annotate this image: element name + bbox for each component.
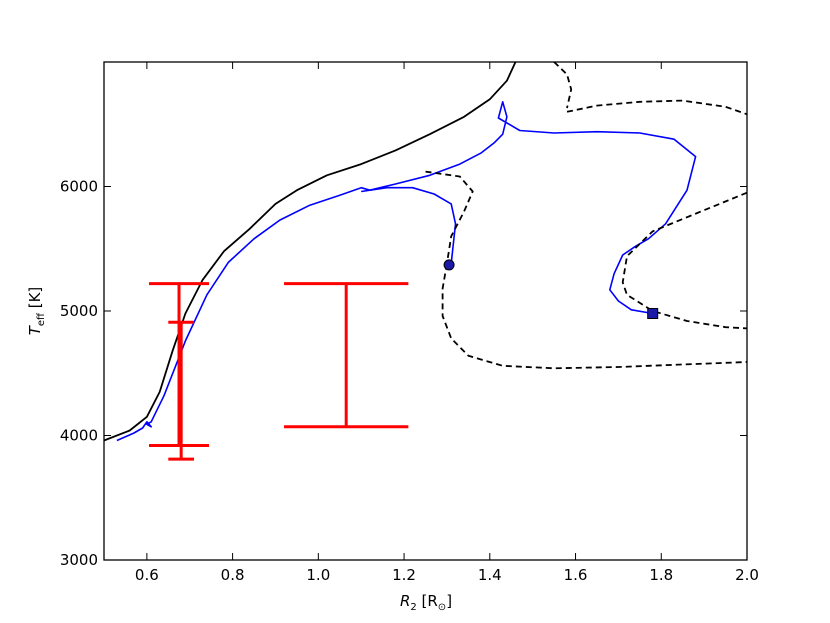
plot-area bbox=[104, 62, 747, 461]
x-tick-label: 1.8 bbox=[649, 566, 673, 584]
y-tick-label: 6000 bbox=[60, 178, 98, 196]
axis-ticks: 0.6 0.8 1.0 1.2 1.4 1.6 1.8 2.0 3000 4000 5000 6000 bbox=[60, 62, 759, 584]
series-line-dashed-black-4 bbox=[441, 263, 747, 370]
series-line-dashed-black-7 bbox=[621, 191, 747, 330]
x-tick-label: 1.4 bbox=[478, 566, 502, 584]
marker-circle bbox=[443, 259, 455, 271]
series-line-dashed-black-3 bbox=[425, 170, 474, 264]
series-line-solid-black-0 bbox=[104, 62, 517, 442]
series-line-solid-blue-2 bbox=[361, 186, 457, 264]
y-tick-label: 4000 bbox=[60, 427, 98, 445]
x-tick-label: 1.2 bbox=[392, 566, 416, 584]
series-line-dashed-black-5 bbox=[553, 62, 573, 109]
x-tick-label: 1.0 bbox=[306, 566, 330, 584]
x-tick-label: 0.8 bbox=[221, 566, 245, 584]
series-line-solid-blue-1 bbox=[116, 101, 697, 442]
x-tick-label: 1.6 bbox=[564, 566, 588, 584]
x-axis-label: R2 [R⊙] bbox=[400, 592, 452, 613]
x-tick-label: 2.0 bbox=[735, 566, 759, 584]
marker-square bbox=[647, 307, 659, 319]
series-line-dashed-black-6 bbox=[566, 99, 747, 116]
y-tick-label: 5000 bbox=[60, 302, 98, 320]
y-axis-label: Teff [K] bbox=[26, 287, 47, 336]
y-tick-label: 3000 bbox=[60, 551, 98, 569]
x-tick-label: 0.6 bbox=[135, 566, 159, 584]
